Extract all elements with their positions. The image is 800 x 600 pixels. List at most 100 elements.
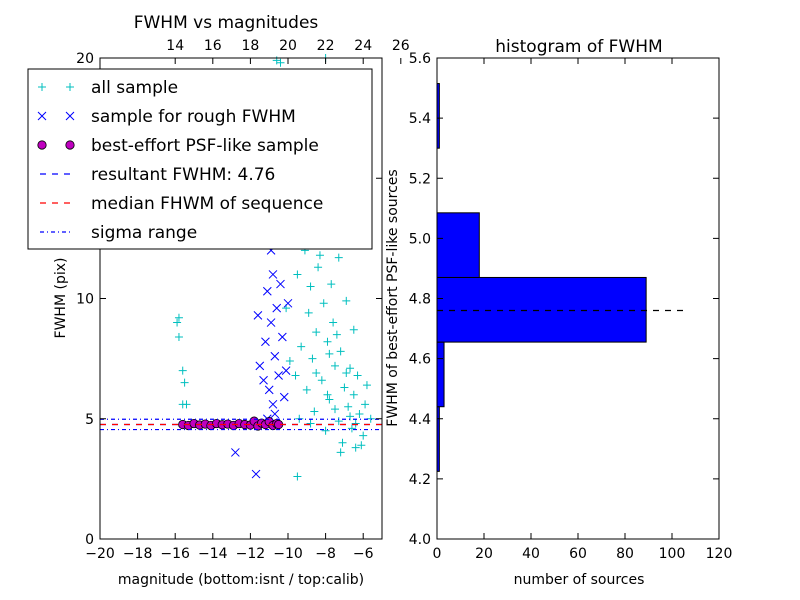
data-point: [325, 349, 334, 358]
data-point: [253, 310, 263, 320]
top-tick-label: 18: [241, 38, 259, 54]
x-tick-label: 40: [522, 546, 540, 562]
data-point: [349, 325, 358, 334]
top-tick-label: 16: [204, 38, 222, 54]
data-point: [361, 400, 370, 409]
data-point: [317, 376, 326, 385]
data-point: [332, 330, 341, 339]
top-tick-label: 22: [317, 38, 335, 54]
data-point: [270, 351, 280, 361]
y-tick-label: 0: [85, 532, 94, 548]
data-point: [359, 431, 368, 440]
data-point: [334, 253, 343, 262]
data-point: [272, 303, 282, 313]
legend-marker: [37, 111, 47, 121]
histogram-y-label: FWHM of best-effort PSF-like sources: [385, 169, 401, 426]
x-tick-label: 20: [475, 546, 493, 562]
data-point: [266, 318, 276, 327]
data-point: [351, 443, 360, 452]
x-tick-label: −12: [236, 546, 266, 562]
data-point: [291, 371, 300, 380]
reference-lines: [100, 418, 382, 431]
x-tick-label: 120: [706, 546, 733, 562]
y-tick-label: 5.0: [409, 231, 431, 247]
scatter-legend: all sample sample for rough FWHM best-effo…: [27, 68, 373, 250]
data-point: [349, 390, 358, 399]
x-tick-label: 60: [569, 546, 587, 562]
data-point: [312, 328, 321, 337]
x-tick-label: −18: [123, 546, 153, 562]
data-point: [306, 419, 315, 428]
histogram-bar: [436, 276, 647, 343]
y-tick-label: 10: [76, 292, 94, 308]
data-point: [306, 282, 315, 291]
data-point: [285, 357, 294, 366]
legend-frame: [27, 68, 373, 250]
y-tick-label: 4.4: [409, 412, 431, 428]
data-point: [340, 383, 349, 392]
data-point: [297, 342, 306, 351]
y-tick-label: 4.2: [409, 472, 431, 488]
data-point: [173, 318, 182, 327]
x-tick-label: 80: [616, 546, 634, 562]
legend-marker: [65, 140, 75, 150]
data-point: [261, 337, 270, 347]
data-point: [331, 361, 339, 370]
data-point: [351, 419, 360, 428]
data-point: [182, 400, 191, 409]
histogram-bars: [436, 83, 647, 472]
x-tick-label: −8: [315, 546, 336, 562]
data-point: [283, 298, 293, 308]
legend-marker: [65, 111, 75, 121]
legend-label: best-effort PSF-like sample: [91, 136, 319, 156]
x-tick-label: −14: [198, 546, 228, 562]
scatter-title: FWHM vs magnitudes: [134, 13, 319, 33]
histogram-bar: [436, 341, 445, 408]
data-point: [308, 354, 317, 363]
x-tick-label: −6: [353, 546, 374, 562]
data-point: [174, 332, 183, 341]
data-point: [304, 308, 313, 317]
data-point: [276, 58, 285, 67]
legend-label: resultant FWHM: 4.76: [91, 165, 275, 185]
legend-marker: [38, 83, 46, 91]
data-point: [336, 347, 345, 356]
x-tick-label: −20: [85, 546, 115, 562]
legend-label: all sample: [91, 78, 178, 98]
y-tick-label: 20: [76, 51, 94, 67]
data-point: [336, 448, 345, 457]
data-point: [312, 369, 321, 378]
data-point: [362, 381, 371, 390]
data-point: [342, 296, 351, 305]
y-tick-label: 5: [85, 412, 94, 428]
data-point: [314, 263, 323, 272]
data-point: [338, 438, 347, 447]
data-point: [319, 299, 328, 308]
legend-label: sigma range: [91, 223, 197, 243]
data-point: [347, 424, 356, 433]
top-tick-label: 24: [354, 38, 372, 54]
x-tick-label: 100: [659, 546, 686, 562]
data-point: [355, 409, 364, 418]
y-tick-label: 4.8: [409, 292, 431, 308]
legend-label: median FHWM of sequence: [91, 194, 323, 214]
data-point: [180, 378, 189, 387]
top-tick-label: 20: [279, 38, 297, 54]
data-point: [268, 399, 278, 409]
data-point: [321, 426, 330, 435]
data-point: [270, 409, 280, 419]
y-tick-label: 5.6: [409, 51, 431, 67]
data-point: [278, 332, 287, 342]
data-point: [310, 407, 319, 416]
data-point: [323, 390, 332, 399]
data-point: [346, 364, 355, 373]
data-point: [344, 402, 353, 411]
data-point: [353, 371, 362, 380]
data-point: [315, 251, 324, 260]
data-point: [357, 441, 366, 450]
data-point: [259, 375, 268, 385]
legend-marker: [66, 83, 74, 91]
data-point: [276, 279, 285, 289]
data-point: [302, 385, 311, 394]
